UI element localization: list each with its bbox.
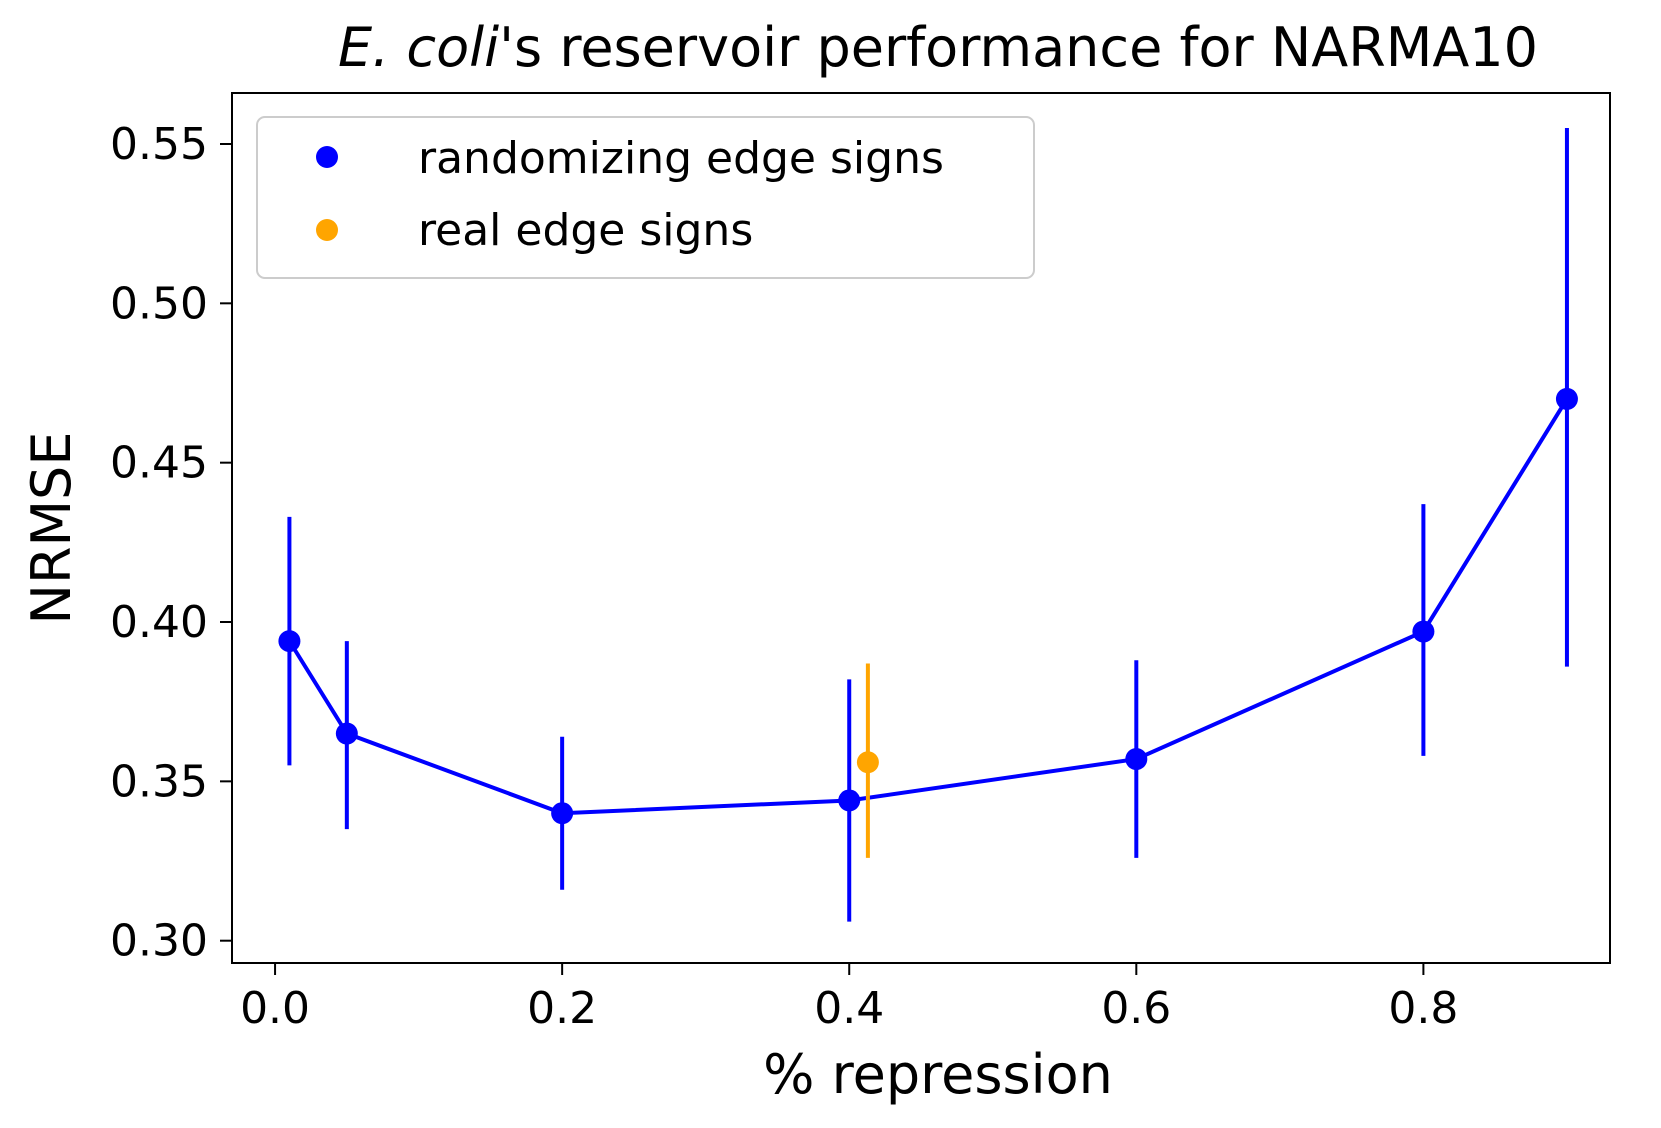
data-point <box>1412 620 1435 643</box>
plot-frame <box>231 92 1611 964</box>
data-point <box>1555 387 1578 410</box>
data-point <box>278 630 301 653</box>
y-tick-label: 0.45 <box>110 438 208 489</box>
legend-label-real: real edge signs <box>418 205 753 256</box>
x-tick-label: 0.8 <box>1388 983 1458 1034</box>
series-layer <box>278 128 1578 922</box>
data-point <box>856 751 879 774</box>
y-tick-label: 0.35 <box>110 756 208 807</box>
y-tick-label: 0.40 <box>110 597 208 648</box>
data-point <box>551 802 574 825</box>
series-0 <box>278 128 1578 922</box>
y-tick-label: 0.50 <box>110 278 208 329</box>
chart-title: E. coli's reservoir performance for NARM… <box>338 16 1538 79</box>
x-tick-label: 0.4 <box>814 983 884 1034</box>
x-tick-label: 0.2 <box>527 983 597 1034</box>
legend-marker-real <box>316 219 338 241</box>
legend: randomizing edge signs real edge signs <box>256 116 1035 279</box>
series-1 <box>856 663 879 858</box>
y-tick-label: 0.55 <box>110 119 208 170</box>
data-point <box>335 722 358 745</box>
data-point <box>1125 748 1148 771</box>
data-point <box>838 789 861 812</box>
legend-label-randomizing: randomizing edge signs <box>418 133 944 184</box>
chart-title-rest: 's reservoir performance for NARMA10 <box>499 16 1538 79</box>
x-axis-label: % repression <box>763 1043 1113 1106</box>
y-axis-ticks: 0.30 0.35 0.40 0.45 0.50 0.55 <box>110 119 232 967</box>
x-tick-label: 0.0 <box>240 983 310 1034</box>
x-tick-label: 0.6 <box>1101 983 1171 1034</box>
chart-title-italic: E. coli <box>338 16 499 79</box>
legend-marker-randomizing <box>316 146 338 168</box>
legend-box <box>256 116 1035 279</box>
y-axis-label: NRMSE <box>20 432 83 625</box>
y-tick-label: 0.30 <box>110 916 208 967</box>
x-axis-ticks: 0.0 0.2 0.4 0.6 0.8 <box>240 963 1458 1034</box>
